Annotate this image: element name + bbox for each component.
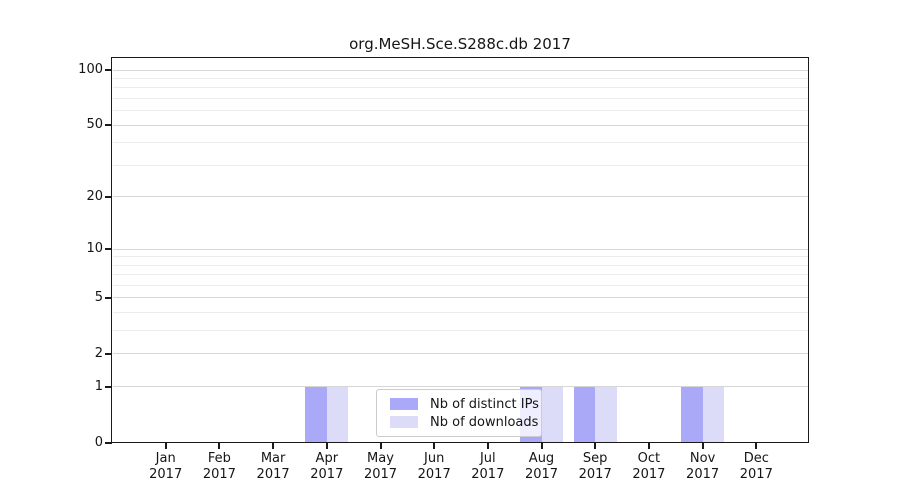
gridline-y-1 — [113, 386, 808, 388]
x-tick-sep — [594, 443, 597, 449]
chart-title: org.MeSH.Sce.S288c.db 2017 — [349, 35, 571, 53]
gridline-y-80 — [113, 87, 808, 89]
gridline-y-9 — [113, 256, 808, 258]
y-tick-label-100: 100 — [78, 62, 103, 77]
x-tick-aug — [540, 443, 543, 449]
x-tick-jan — [164, 443, 167, 449]
gridline-y-5 — [113, 297, 808, 299]
gridline-y-100 — [113, 69, 808, 71]
y-tick-100 — [105, 69, 112, 71]
x-tick-label-aug: Aug 2017 — [524, 451, 559, 482]
gridline-y-40 — [113, 142, 808, 144]
legend-label-distinct-ips: Nb of distinct IPs — [430, 396, 539, 412]
y-tick-label-1: 1 — [94, 378, 103, 394]
gridline-y-20 — [113, 196, 808, 198]
bar-distinct-ips-sep — [573, 386, 596, 443]
gridline-y-10 — [113, 248, 808, 250]
x-tick-label-dec: Dec 2017 — [739, 451, 773, 482]
x-tick-dec — [755, 443, 758, 449]
x-tick-label-apr: Apr 2017 — [310, 451, 344, 482]
gridline-y-4 — [113, 312, 808, 314]
x-tick-oct — [647, 443, 650, 449]
x-tick-label-jan: Jan 2017 — [149, 451, 183, 482]
legend-swatch-downloads — [390, 416, 418, 428]
y-tick-label-5: 5 — [94, 289, 103, 305]
gridline-y-3 — [113, 330, 808, 332]
y-tick-label-20: 20 — [86, 188, 103, 204]
gridline-y-70 — [113, 97, 808, 99]
gridline-y-6 — [113, 284, 808, 286]
bar-downloads-nov — [702, 386, 725, 443]
y-tick-5 — [105, 296, 112, 299]
x-tick-label-sep: Sep 2017 — [578, 451, 612, 482]
legend-item-downloads: Nb of downloads — [385, 415, 538, 430]
legend-swatch-distinct-ips — [390, 398, 418, 410]
gridline-y-90 — [113, 77, 808, 79]
legend-item-distinct-ips: Nb of distinct IPs — [385, 397, 539, 412]
x-tick-label-oct: Oct 2017 — [632, 451, 666, 482]
legend: Nb of distinct IPs Nb of downloads — [376, 389, 542, 437]
bar-downloads-aug — [541, 386, 563, 443]
plot-frame — [111, 57, 809, 443]
x-tick-jul — [486, 443, 489, 449]
y-tick-0 — [105, 441, 112, 444]
y-tick-label-10: 10 — [86, 241, 103, 256]
y-tick-label-50: 50 — [86, 117, 103, 133]
gridline-y-8 — [113, 264, 808, 266]
bar-distinct-ips-apr — [305, 386, 327, 443]
y-tick-50 — [105, 124, 112, 127]
legend-label-downloads: Nb of downloads — [430, 414, 539, 430]
gridline-y-50 — [113, 124, 808, 126]
x-tick-nov — [701, 443, 704, 449]
gridline-y-7 — [113, 274, 808, 276]
y-tick-1 — [105, 385, 112, 388]
gridline-y-2 — [113, 353, 808, 355]
gridline-y-60 — [113, 110, 808, 112]
y-tick-label-2: 2 — [94, 345, 103, 361]
y-tick-label-0: 0 — [94, 434, 103, 450]
x-tick-feb — [218, 443, 221, 449]
x-tick-label-mar: Mar 2017 — [256, 451, 290, 482]
y-tick-10 — [105, 248, 112, 250]
bar-distinct-ips-nov — [681, 386, 703, 443]
y-tick-20 — [105, 195, 112, 198]
gridline-y-30 — [113, 164, 808, 166]
x-tick-label-feb: Feb 2017 — [202, 451, 236, 482]
x-tick-jun — [433, 443, 436, 449]
y-tick-2 — [105, 352, 112, 355]
x-tick-label-jul: Jul 2017 — [471, 451, 505, 482]
x-tick-label-jun: Jun 2017 — [417, 451, 451, 482]
x-tick-may — [379, 443, 382, 449]
x-tick-label-may: May 2017 — [363, 451, 398, 482]
x-tick-label-nov: Nov 2017 — [686, 451, 720, 482]
x-tick-mar — [272, 443, 275, 449]
bar-downloads-apr — [326, 386, 349, 443]
x-tick-apr — [325, 443, 328, 449]
bar-downloads-sep — [595, 386, 617, 443]
